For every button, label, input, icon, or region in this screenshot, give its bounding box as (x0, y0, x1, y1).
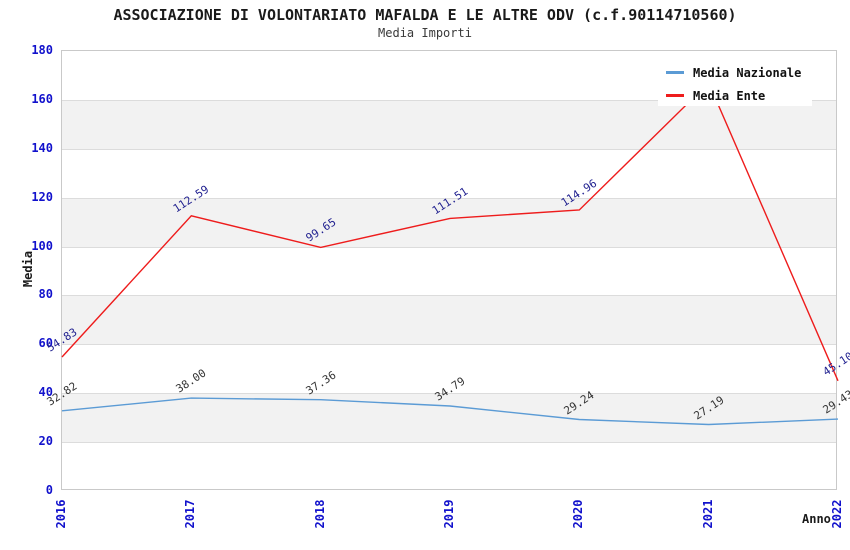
legend: Media Nazionale Media Ente (658, 56, 812, 106)
legend-label: Media Ente (693, 88, 766, 103)
y-tick-label: 140 (31, 140, 53, 155)
y-axis-title: Media (21, 250, 35, 288)
chart-subtitle: Media Importi (378, 26, 472, 40)
y-tick-label: 180 (31, 43, 53, 57)
y-tick-label: 80 (38, 287, 53, 302)
x-tick-label: 2019 (442, 499, 456, 529)
x-tick-label: 2021 (700, 499, 715, 529)
legend-label: Media Nazionale (693, 65, 802, 80)
x-tick-label: 2020 (571, 499, 586, 529)
y-tick-label: 160 (31, 91, 53, 106)
chart-title: ASSOCIAZIONE DI VOLONTARIATO MAFALDA E L… (113, 6, 737, 24)
y-tick-label: 60 (38, 336, 53, 351)
y-tick-label: 100 (31, 238, 53, 253)
gridline (62, 99, 836, 101)
legend-line-swatch (666, 71, 684, 74)
x-tick-label: 2017 (183, 499, 198, 529)
legend-item-media-ente: Media Ente (666, 84, 812, 107)
plot-area: 32.82 38.00 37.36 34.79 29.24 27.19 29.43 54.83… (45, 50, 850, 490)
grid-band (62, 197, 836, 247)
gridline (62, 197, 836, 199)
gridline (62, 148, 836, 150)
series-lines (61, 81, 839, 426)
series-line-media-nazionale (61, 397, 839, 426)
gridline (62, 344, 836, 346)
gridline (62, 442, 836, 444)
series-line-media-ente (61, 81, 839, 382)
grid-band (62, 295, 836, 345)
x-tick-label: 2016 (54, 499, 68, 529)
grid-band (62, 99, 836, 149)
y-tick-label: 20 (38, 434, 53, 449)
y-tick-label: 120 (31, 189, 53, 204)
x-tick-label: 2022 (830, 499, 844, 529)
legend-line-swatch (666, 94, 684, 97)
gridline (62, 246, 836, 248)
x-tick-label: 2018 (312, 499, 327, 529)
gridline (62, 393, 836, 395)
legend-item-media-nazionale: Media Nazionale (666, 61, 812, 84)
gridline (62, 295, 836, 297)
grid-band (62, 393, 836, 443)
y-tick-label: 0 (45, 483, 53, 497)
y-tick-label: 40 (38, 385, 53, 400)
x-axis-title: Anno (802, 512, 831, 526)
